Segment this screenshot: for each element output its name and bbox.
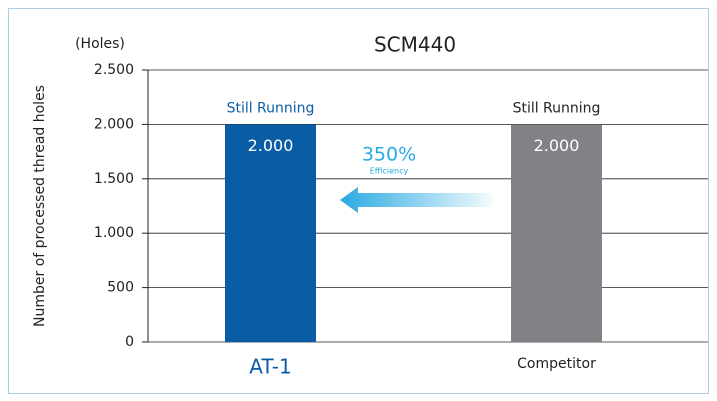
- annotation: 350%: [362, 144, 416, 166]
- chart-title: SCM440: [374, 33, 456, 57]
- x-tick-label: AT-1: [249, 355, 291, 379]
- y-tick-label: 2.500: [94, 62, 134, 78]
- y-tick-label: 0: [125, 334, 134, 350]
- x-tick-label: Competitor: [517, 356, 596, 372]
- value-label: 2.000: [248, 136, 294, 155]
- y-tick-label: 1.000: [94, 225, 134, 241]
- frame: [8, 8, 709, 394]
- y-unit-label: (Holes): [75, 36, 125, 52]
- bar-label: Still Running: [227, 100, 315, 116]
- bar: [511, 124, 602, 343]
- bar: [225, 124, 316, 343]
- value-label: 2.000: [534, 136, 580, 155]
- annotation: Efficiency: [370, 167, 409, 176]
- y-tick-label: 500: [107, 280, 134, 296]
- efficiency-arrow: [340, 187, 493, 213]
- y-tick-label: 2.000: [94, 116, 134, 132]
- y-tick-label: 1.500: [94, 171, 134, 187]
- y-axis-label: Number of processed thread holes: [32, 85, 48, 327]
- bar-label: Still Running: [513, 100, 601, 116]
